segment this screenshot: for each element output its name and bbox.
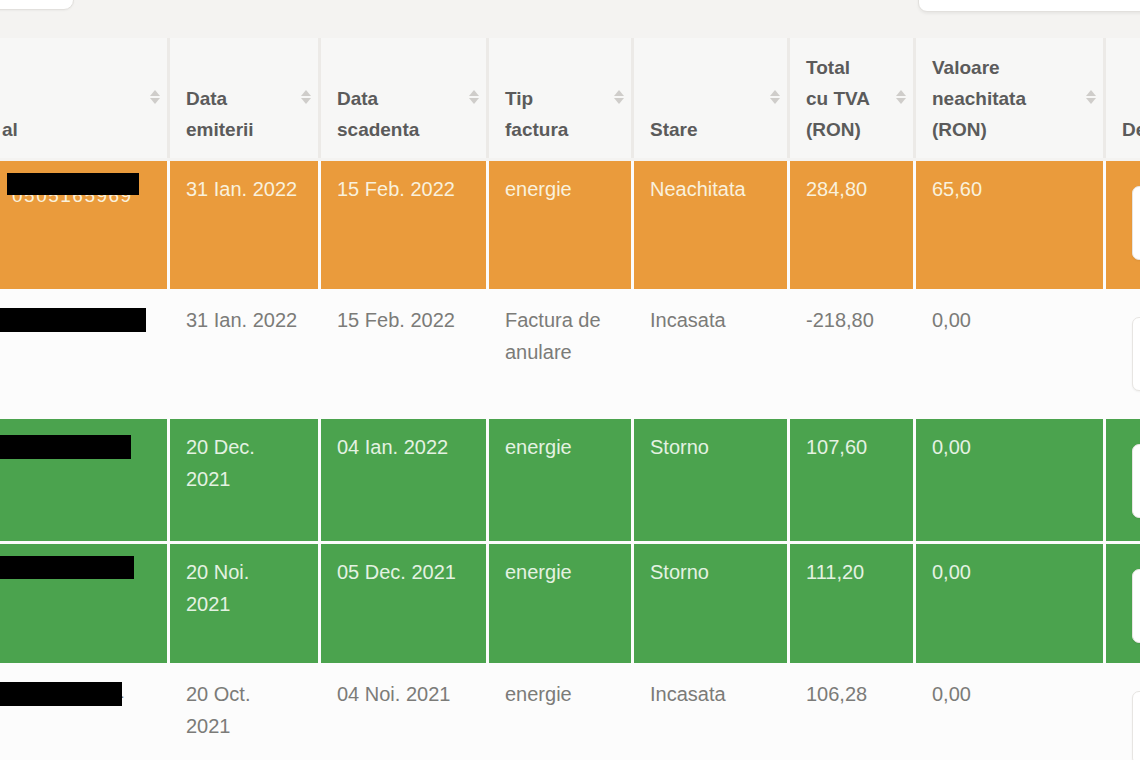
column-header-label: Data emiterii <box>186 83 254 145</box>
cell-valoare_neachitata: 0,00 <box>916 292 1103 416</box>
invoice-table-page: { "colors": { "unpaid_orange": "#EA9B3C"… <box>0 0 1140 760</box>
column-header-valoare_neachitata[interactable]: Valoare neachitata (RON) <box>916 38 1103 158</box>
cell-tip_factura: Factura de anulare <box>489 292 631 416</box>
column-header-label: Data scadenta <box>337 83 419 145</box>
column-header-label: De <box>1122 114 1140 145</box>
redacted-invoice-number: 0505165968 <box>0 304 146 336</box>
cell-actions: D <box>1106 666 1140 760</box>
download-invoice-button[interactable]: D <box>1132 444 1140 518</box>
cell-valoare_neachitata: 0,00 <box>916 419 1103 541</box>
cell-actions: D <box>1106 292 1140 416</box>
cell-stare: Storno <box>634 419 787 541</box>
cell-data_emiterii: 31 Ian. 2022 <box>170 292 318 416</box>
cell-invoice-number: 0505165969 <box>0 161 167 289</box>
download-invoice-button[interactable]: D <box>1132 186 1140 260</box>
cell-total_cu_tva: 107,60 <box>790 419 913 541</box>
cell-valoare_neachitata: 65,60 <box>916 161 1103 289</box>
sort-icon <box>770 90 780 104</box>
cell-data_scadenta: 04 Noi. 2021 <box>321 666 486 760</box>
top-left-partial-control[interactable] <box>0 0 74 10</box>
table-row: 0563774354 20 Dec. 202104 Ian. 2022energi… <box>0 419 1140 541</box>
cell-actions: D <box>1106 419 1140 541</box>
cell-invoice-number: 0563774354 <box>0 419 167 541</box>
cell-data_scadenta: 05 Dec. 2021 <box>321 544 486 663</box>
column-header-stare[interactable]: Stare <box>634 38 787 158</box>
cell-total_cu_tva: 111,20 <box>790 544 913 663</box>
cell-data_emiterii: 20 Noi. 2021 <box>170 544 318 663</box>
table-header-row: al Data emiterii Data scadenta Tip factura S… <box>0 38 1140 158</box>
redaction-bar <box>0 682 122 706</box>
redacted-invoice-number: 0583316061 <box>0 678 122 710</box>
download-invoice-button[interactable]: D <box>1132 691 1140 760</box>
cell-tip_factura: energie <box>489 666 631 760</box>
sort-icon <box>614 90 624 104</box>
column-header-label: al <box>2 114 18 145</box>
redacted-invoice-number: 0563774354 <box>0 431 131 463</box>
cell-total_cu_tva: -218,80 <box>790 292 913 416</box>
cell-valoare_neachitata: 0,00 <box>916 666 1103 760</box>
table-row: 0583316061 20 Oct. 202104 Noi. 2021energi… <box>0 666 1140 760</box>
redaction-bar <box>0 556 134 579</box>
column-header-tip_factura[interactable]: Tip factura <box>489 38 631 158</box>
sort-icon <box>1086 90 1096 104</box>
column-header-total_cu_tva[interactable]: Total cu TVA (RON) <box>790 38 913 158</box>
cell-actions: D <box>1106 544 1140 663</box>
cell-total_cu_tva: 284,80 <box>790 161 913 289</box>
redaction-bar <box>0 308 146 332</box>
redaction-bar <box>7 173 139 195</box>
redacted-invoice-number: 0505165969 <box>7 173 139 205</box>
cell-stare: Neachitata <box>634 161 787 289</box>
column-header-label: Valoare neachitata (RON) <box>932 52 1026 145</box>
column-header-data_emiterii[interactable]: Data emiterii <box>170 38 318 158</box>
column-header-label: Total cu TVA (RON) <box>806 52 870 145</box>
column-header-label: Tip factura <box>505 83 568 145</box>
table-row: 0505165968 31 Ian. 202215 Feb. 2022Factur… <box>0 292 1140 416</box>
column-header-numar[interactable]: al <box>0 38 167 158</box>
column-header-data_scadenta[interactable]: Data scadenta <box>321 38 486 158</box>
sort-icon <box>469 90 479 104</box>
table-body: 050516596931 Ian. 202215 Feb. 2022energi… <box>0 161 1140 760</box>
cell-stare: Incasata <box>634 666 787 760</box>
cell-tip_factura: energie <box>489 544 631 663</box>
cell-tip_factura: energie <box>489 161 631 289</box>
sort-icon <box>896 90 906 104</box>
sort-icon <box>301 90 311 104</box>
cell-data_scadenta: 15 Feb. 2022 <box>321 292 486 416</box>
redacted-invoice-number <box>0 556 134 588</box>
cell-data_scadenta: 15 Feb. 2022 <box>321 161 486 289</box>
table-row: 0505165969 31 Ian. 202215 Feb. 2022energi… <box>0 161 1140 289</box>
download-invoice-button[interactable]: D <box>1132 569 1140 643</box>
cell-invoice-number <box>0 544 167 663</box>
top-right-partial-control[interactable] <box>918 0 1140 12</box>
cell-actions: D <box>1106 161 1140 289</box>
cell-tip_factura: energie <box>489 419 631 541</box>
column-header-label: Stare <box>650 114 698 145</box>
cell-data_emiterii: 20 Oct. 2021 <box>170 666 318 760</box>
cell-stare: Incasata <box>634 292 787 416</box>
cell-total_cu_tva: 106,28 <box>790 666 913 760</box>
cell-data_emiterii: 31 Ian. 2022 <box>170 161 318 289</box>
cell-valoare_neachitata: 0,00 <box>916 544 1103 663</box>
cell-invoice-number: 0583316061 <box>0 666 167 760</box>
download-invoice-button[interactable]: D <box>1132 317 1140 391</box>
cell-data_emiterii: 20 Dec. 2021 <box>170 419 318 541</box>
cell-data_scadenta: 04 Ian. 2022 <box>321 419 486 541</box>
cell-stare: Storno <box>634 544 787 663</box>
cell-invoice-number: 0505165968 <box>0 292 167 416</box>
invoice-table: al Data emiterii Data scadenta Tip factura S… <box>0 38 1140 760</box>
table-row: 20 Noi. 202105 Dec. 2021energieStorno111… <box>0 544 1140 663</box>
redaction-bar <box>0 435 131 459</box>
column-header-actiuni: De <box>1106 38 1140 158</box>
sort-icon <box>150 90 160 104</box>
